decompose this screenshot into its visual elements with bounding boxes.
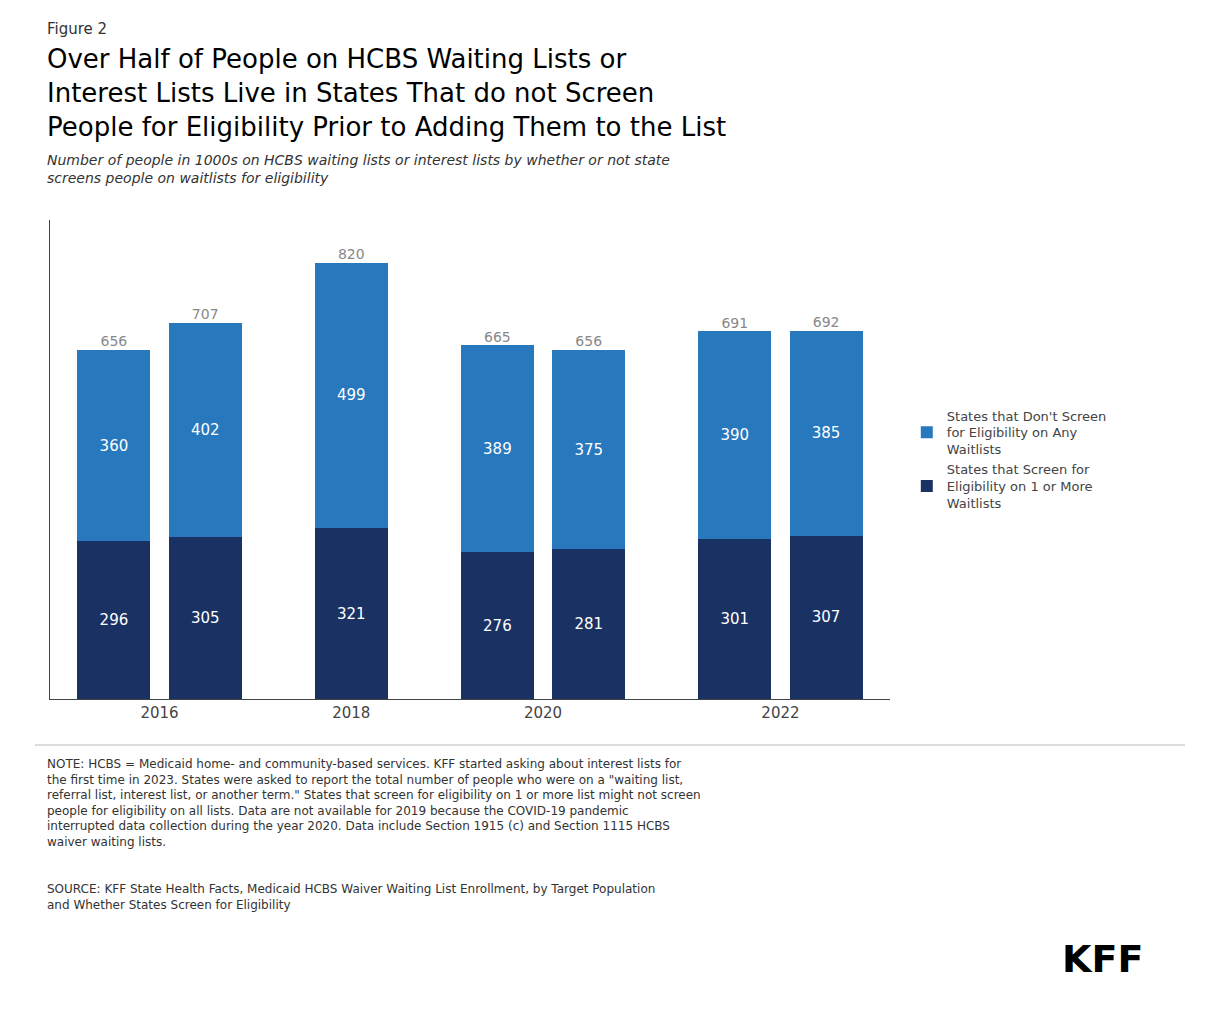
- svg-text:820: 820: [338, 246, 365, 262]
- svg-text:385: 385: [812, 424, 841, 442]
- svg-text:665: 665: [484, 329, 511, 345]
- svg-text:707: 707: [192, 306, 219, 322]
- svg-text:692: 692: [813, 314, 840, 330]
- svg-text:281: 281: [574, 615, 603, 633]
- svg-text:2022: 2022: [761, 704, 799, 722]
- svg-text:389: 389: [483, 440, 512, 458]
- svg-text:360: 360: [100, 437, 129, 455]
- svg-text:296: 296: [100, 611, 129, 629]
- svg-text:375: 375: [574, 441, 603, 459]
- svg-text:States that Don't Screenfor El: States that Don't Screenfor Eligibility …: [947, 409, 1107, 458]
- svg-text:307: 307: [812, 608, 841, 626]
- svg-text:390: 390: [720, 426, 749, 444]
- svg-text:656: 656: [575, 333, 602, 349]
- svg-text:States that Screen forEligibil: States that Screen forEligibility on 1 o…: [947, 462, 1093, 511]
- svg-text:499: 499: [337, 386, 366, 404]
- svg-text:NOTE: HCBS = Medicaid home- an: NOTE: HCBS = Medicaid home- and communit…: [47, 757, 701, 849]
- svg-text:301: 301: [720, 610, 749, 628]
- svg-text:2018: 2018: [332, 704, 370, 722]
- svg-text:656: 656: [101, 333, 128, 349]
- svg-text:Over Half of People on HCBS Wa: Over Half of People on HCBS Waiting List…: [47, 44, 726, 142]
- svg-text:691: 691: [721, 315, 748, 331]
- svg-text:321: 321: [337, 605, 366, 623]
- svg-text:SOURCE: KFF State Health Facts: SOURCE: KFF State Health Facts, Medicaid…: [47, 882, 655, 912]
- svg-text:Figure 2: Figure 2: [47, 20, 107, 38]
- svg-text:2020: 2020: [524, 704, 562, 722]
- svg-text:Number of people in 1000s on H: Number of people in 1000s on HCBS waitin…: [47, 152, 670, 186]
- svg-text:2016: 2016: [140, 704, 178, 722]
- svg-text:KFF: KFF: [1062, 937, 1143, 981]
- svg-text:276: 276: [483, 617, 512, 635]
- svg-text:305: 305: [191, 609, 220, 627]
- svg-text:402: 402: [191, 421, 220, 439]
